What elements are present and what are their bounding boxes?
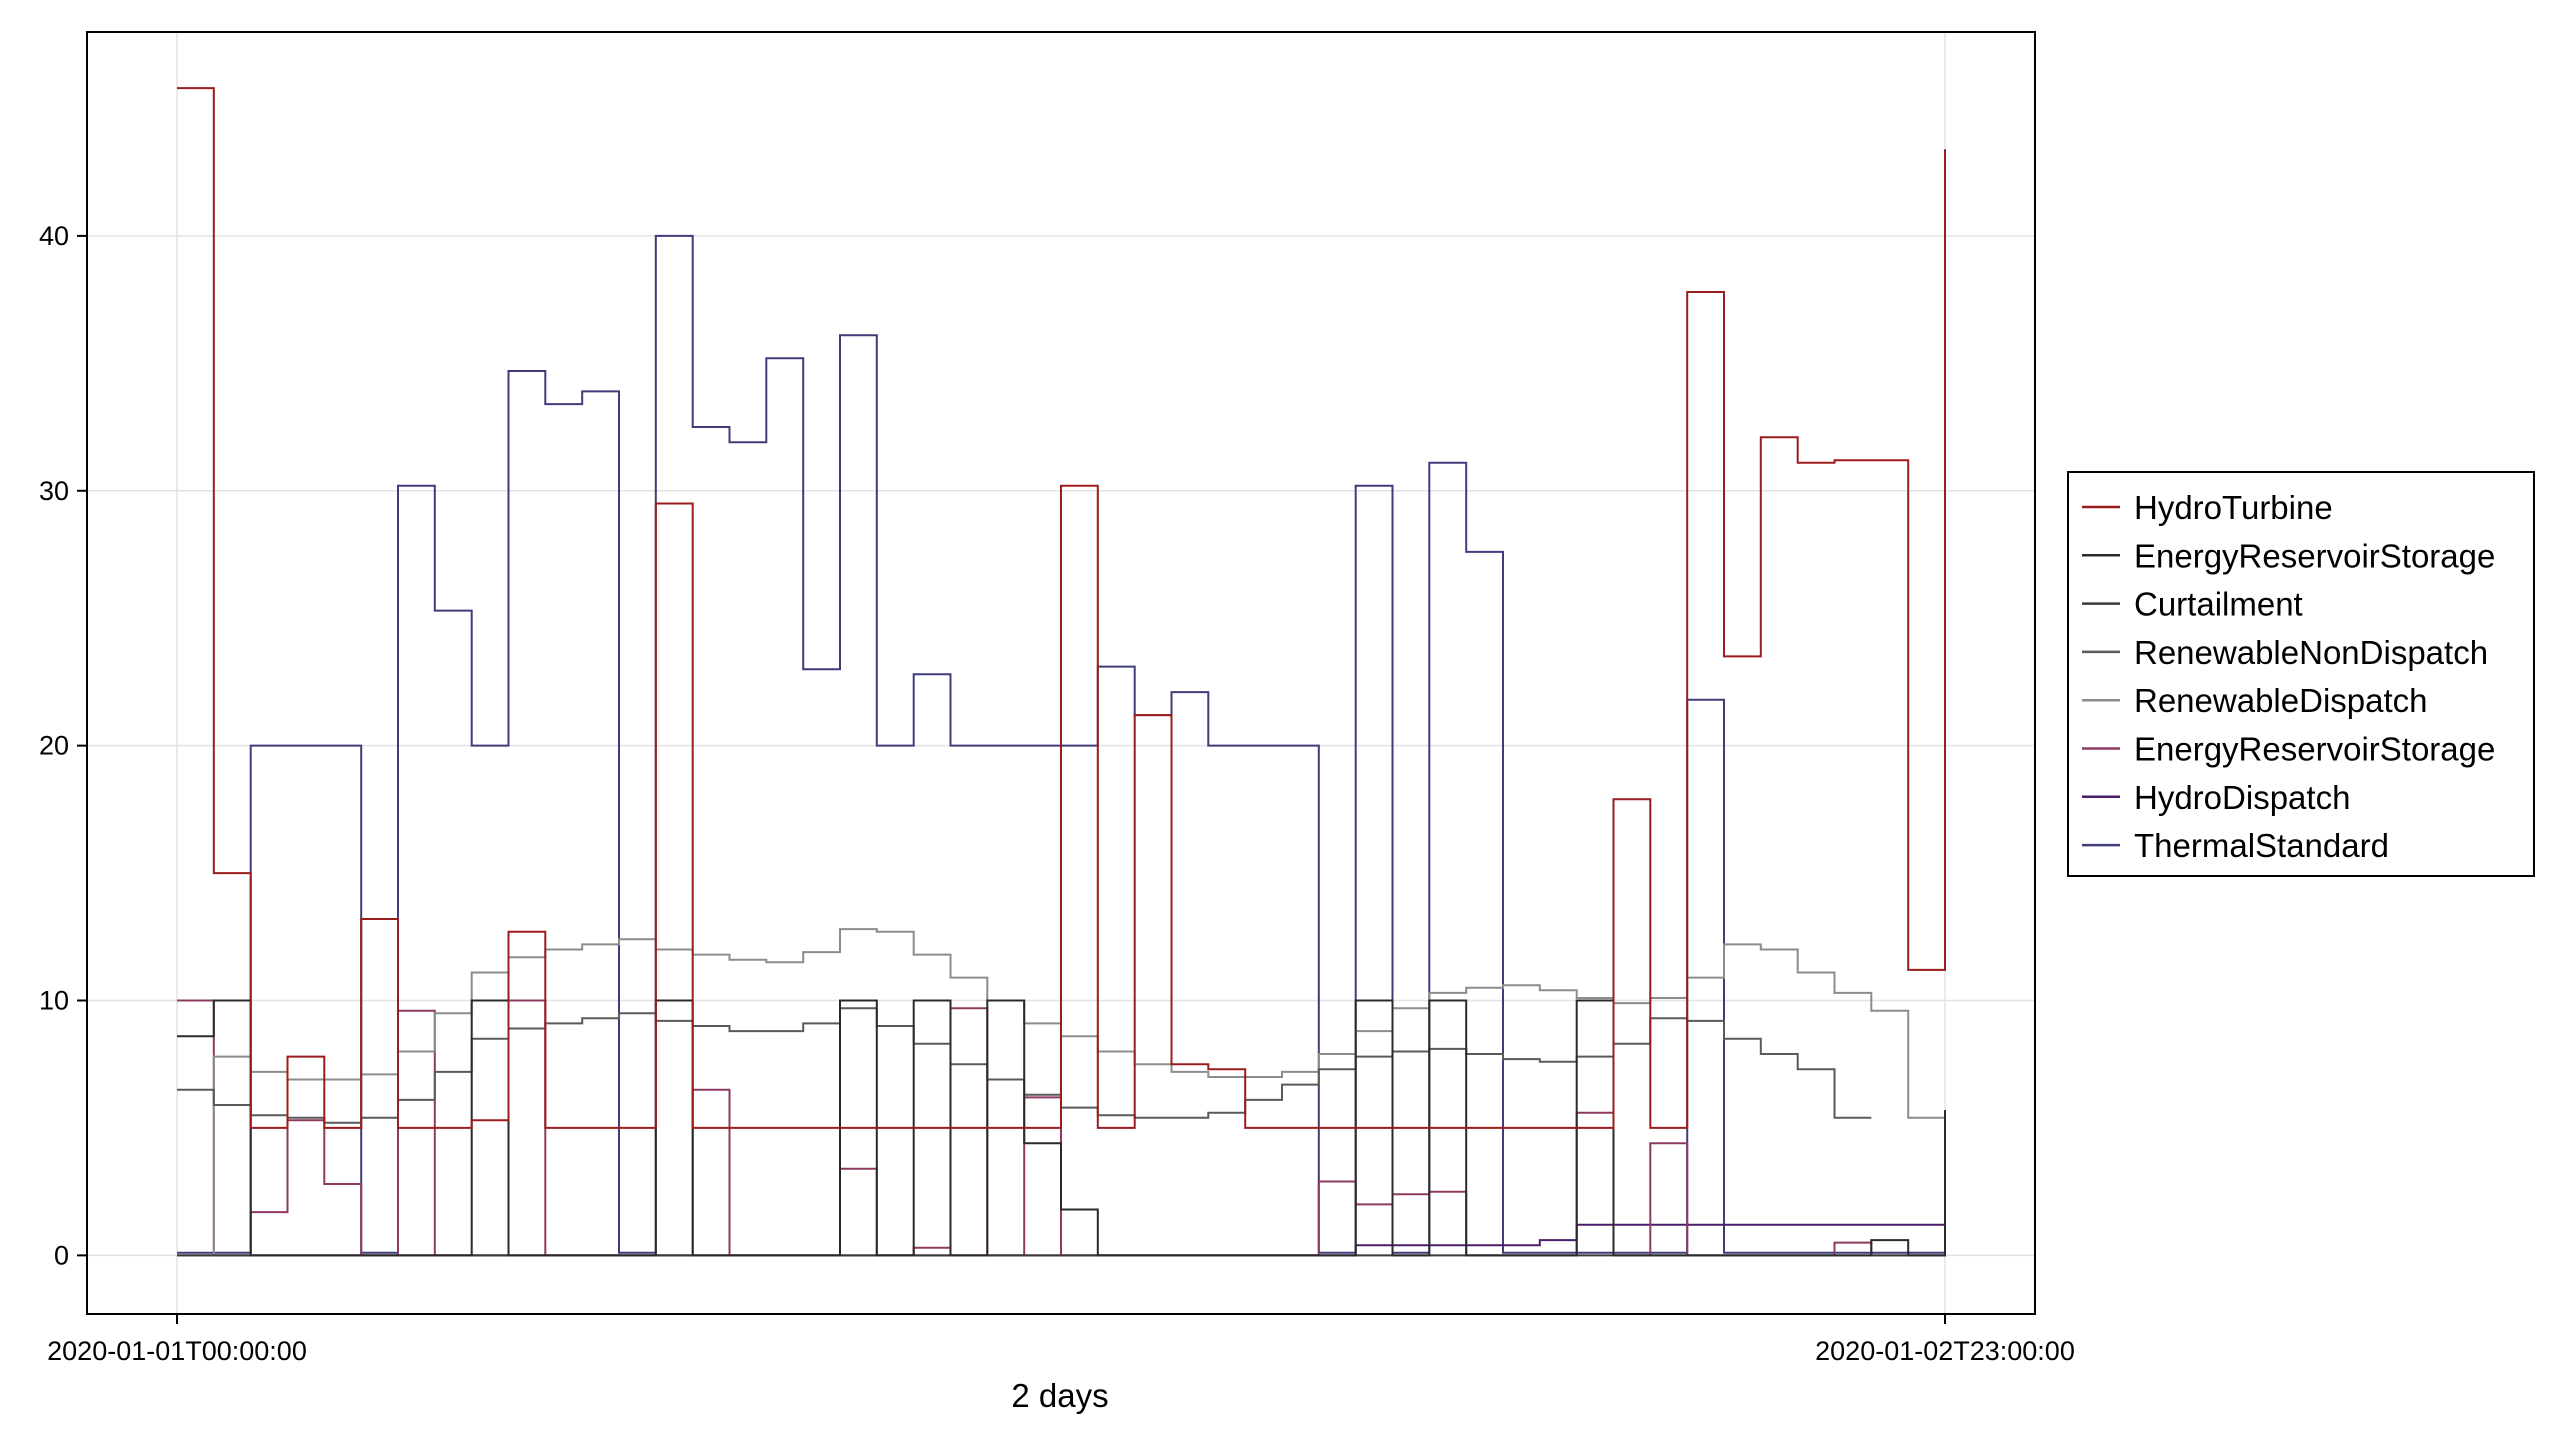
legend-label: RenewableNonDispatch [2134,634,2488,671]
y-tick-label: 10 [39,986,69,1016]
y-tick-label: 40 [39,221,69,251]
legend-box [2067,471,2535,877]
x-axis: 2020-01-01T00:00:00 2020-01-02T23:00:00 [47,1314,2075,1366]
x-tick-label: 2020-01-02T23:00:00 [1815,1336,2075,1366]
y-tick-label: 0 [54,1240,69,1270]
y-tick-label: 20 [39,731,69,761]
series-lines [177,87,1946,1257]
plot-frame [86,31,2036,1315]
legend-label: HydroTurbine [2134,489,2333,526]
series-line [177,234,1945,1254]
legend: HydroTurbine EnergyReservoirStorage Curtai… [2067,471,2535,877]
series-line [177,87,1946,1129]
legend-label: Curtailment [2134,586,2303,623]
legend-label: HydroDispatch [2134,779,2350,816]
y-tick-label: 30 [39,476,69,506]
y-axis: 0 10 20 30 40 [39,221,87,1270]
legend-label: ThermalStandard [2134,827,2389,864]
x-axis-title: 2 days [1011,1377,1108,1414]
legend-label: EnergyReservoirStorage [2134,731,2495,768]
legend-label: EnergyReservoirStorage [2134,537,2495,574]
legend-label: RenewableDispatch [2134,682,2428,719]
x-tick-label: 2020-01-01T00:00:00 [47,1336,307,1366]
